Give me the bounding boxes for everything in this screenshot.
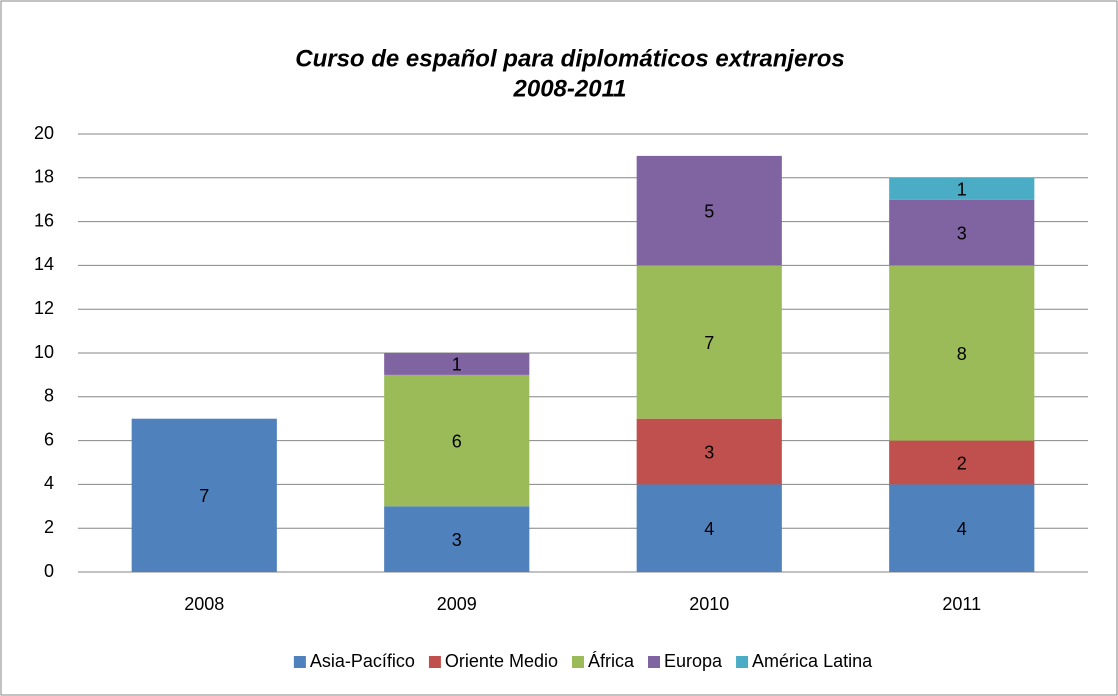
legend-label: Asia-Pacífico — [310, 651, 415, 671]
data-label: 4 — [704, 519, 714, 539]
data-label: 5 — [704, 201, 714, 221]
y-tick-label: 12 — [34, 298, 54, 318]
legend-label: Europa — [664, 651, 723, 671]
data-label: 8 — [957, 344, 967, 364]
data-label: 3 — [704, 442, 714, 462]
y-tick-label: 8 — [44, 386, 54, 406]
bar-segment — [889, 199, 1035, 266]
y-tick-label: 18 — [34, 167, 54, 187]
data-label: 7 — [199, 486, 209, 506]
legend-label: Oriente Medio — [445, 651, 558, 671]
chart-title: Curso de español para diplomáticos extra… — [295, 45, 845, 72]
legend-swatch — [428, 656, 441, 668]
bar-segment — [636, 265, 782, 419]
bar-segment — [384, 374, 530, 507]
bar-segment — [636, 484, 782, 572]
x-tick-label: 2011 — [942, 594, 981, 614]
y-tick-label: 4 — [44, 473, 54, 493]
y-tick-label: 14 — [34, 254, 54, 274]
bar-segment — [889, 177, 1035, 200]
bar-segment — [889, 484, 1035, 572]
legend-swatch — [571, 656, 584, 668]
y-tick-label: 10 — [34, 342, 54, 362]
data-label: 3 — [452, 530, 462, 550]
legend-swatch — [736, 656, 749, 668]
x-tick-label: 2009 — [437, 594, 477, 614]
data-label: 3 — [957, 223, 967, 243]
y-tick-label: 2 — [44, 517, 54, 537]
data-label: 1 — [452, 355, 462, 375]
chart-title: 2008-2011 — [513, 75, 627, 102]
y-tick-label: 20 — [34, 123, 54, 143]
legend-label: África — [588, 651, 635, 671]
y-tick-label: 0 — [44, 561, 54, 581]
bar-segment — [384, 353, 530, 375]
x-tick-label: 2008 — [184, 594, 224, 614]
legend-label: América Latina — [752, 651, 873, 671]
data-label: 1 — [957, 180, 967, 200]
data-label: 2 — [957, 453, 967, 473]
bar-segment — [131, 418, 277, 572]
legend-swatch — [293, 656, 306, 668]
bar-segment — [636, 155, 782, 266]
y-tick-label: 16 — [34, 210, 54, 230]
y-tick-label: 6 — [44, 429, 54, 449]
data-label: 4 — [957, 519, 967, 539]
bar-segment — [889, 265, 1035, 441]
x-tick-label: 2010 — [689, 594, 729, 614]
bar-segment — [384, 506, 530, 572]
bar-segment — [889, 440, 1035, 485]
data-label: 6 — [452, 431, 462, 451]
bar-segment — [636, 418, 782, 485]
legend-swatch — [648, 656, 661, 668]
data-label: 7 — [704, 333, 714, 353]
